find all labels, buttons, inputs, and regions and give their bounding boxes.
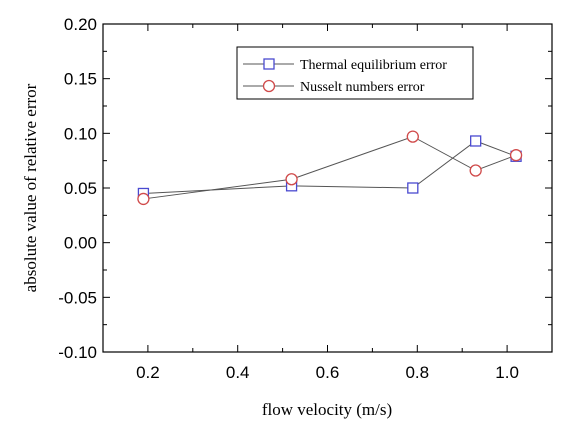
- legend: Thermal equilibrium error Nusselt number…: [236, 46, 474, 100]
- y-axis-title: absolute value of relative error: [21, 83, 40, 292]
- y-tick-label: 0.15: [64, 70, 97, 89]
- series-layer: [137, 130, 523, 206]
- y-tick-label: 0.10: [64, 124, 97, 143]
- y-tick-label: 0.00: [64, 234, 97, 253]
- x-tick-label: 0.4: [226, 363, 250, 382]
- y-tick-label: 0.05: [64, 179, 97, 198]
- series-line-0: [143, 140, 517, 194]
- data-point-circle: [509, 149, 523, 162]
- legend-marker-nusselt: [262, 79, 276, 93]
- legend-marker-thermal: [263, 58, 275, 70]
- x-tick-label: 0.6: [316, 363, 340, 382]
- legend-label-thermal: Thermal equilibrium error: [300, 58, 447, 73]
- x-tick-label: 0.8: [405, 363, 429, 382]
- data-point-circle: [285, 173, 298, 186]
- axis-ticks: [102, 23, 553, 353]
- legend-box: [236, 46, 474, 100]
- data-point-circle: [469, 164, 482, 177]
- y-tick-label: 0.20: [64, 15, 97, 34]
- data-point-circle: [406, 130, 419, 143]
- y-tick-label: -0.10: [58, 343, 97, 362]
- data-point-circle: [137, 192, 150, 206]
- tick-labels: 0.2 0.4 0.6 0.8 1.0 -0.10 -0.05 0.00 0.05 0.10 0.1…: [58, 15, 519, 382]
- series-line-1: [143, 136, 517, 200]
- x-tick-label: 0.2: [136, 363, 160, 382]
- data-point-square: [407, 182, 419, 194]
- data-point-square: [470, 135, 482, 147]
- y-tick-label: -0.05: [58, 288, 97, 307]
- legend-label-nusselt: Nusselt numbers error: [300, 80, 425, 95]
- x-axis-title: flow velocity (m/s): [262, 400, 392, 419]
- x-tick-label: 1.0: [495, 363, 519, 382]
